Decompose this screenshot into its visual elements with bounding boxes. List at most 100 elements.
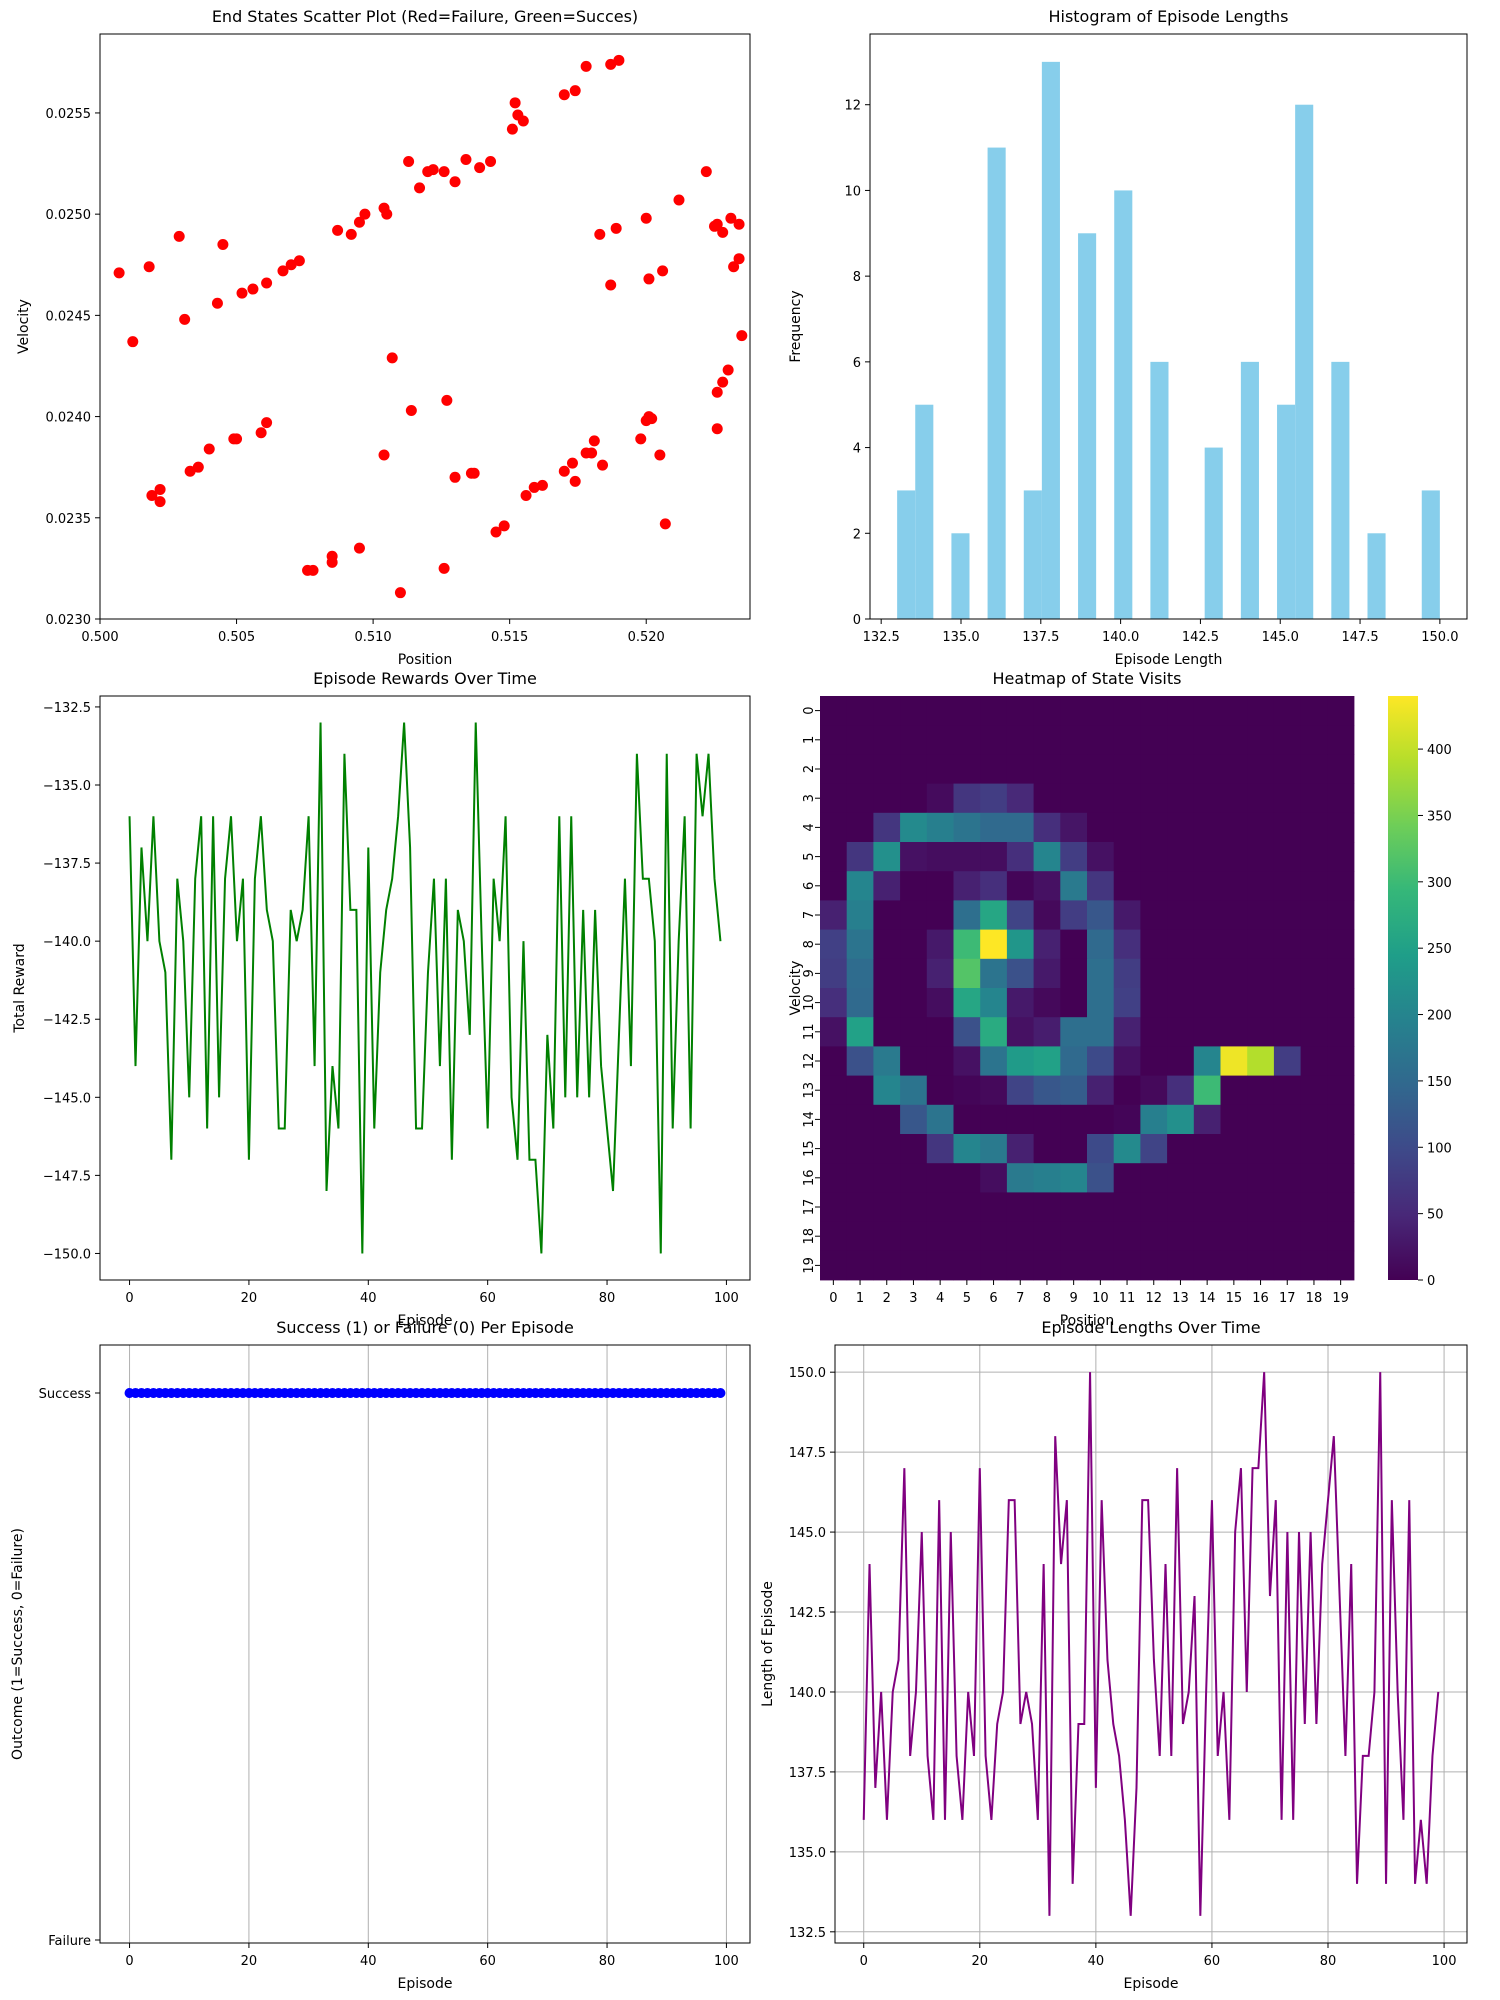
heatmap-cell (1247, 1017, 1275, 1047)
scatter-point (728, 261, 740, 273)
y-tick-label: 0.0230 (46, 613, 92, 628)
scatter-point (586, 447, 598, 459)
heatmap-cell (846, 842, 874, 872)
y-tick-label: 145.0 (789, 1526, 826, 1541)
axes-frame (99, 695, 751, 1281)
heatmap-cell (1060, 754, 1088, 784)
heatmap-cell (1113, 842, 1141, 872)
heatmap-cell (1113, 1075, 1141, 1106)
scatter-point (449, 176, 461, 188)
heatmap-cell (1060, 929, 1088, 960)
heatmap-cell (1193, 842, 1221, 872)
heatmap-cell (1140, 1134, 1168, 1164)
heatmap-cell (1220, 754, 1248, 784)
heatmap-cell (1006, 696, 1034, 726)
scatter-point (717, 226, 729, 238)
heatmap-cell (873, 1163, 901, 1193)
heatmap-cell (1060, 1104, 1088, 1135)
x-tick-label: 17 (1279, 1291, 1296, 1306)
heatmap-cell (900, 1250, 928, 1281)
heatmap-cell (1220, 725, 1248, 755)
heatmap-cell (1167, 988, 1195, 1018)
histogram-bar (951, 533, 970, 619)
heatmap-cell (1033, 1104, 1061, 1135)
heatmap-cell (980, 871, 1008, 901)
heatmap-cell (1006, 725, 1034, 755)
histogram-bar (1277, 404, 1296, 619)
scatter-point (261, 277, 273, 289)
heatmap-cell (1327, 1104, 1355, 1135)
heatmap-cell (1060, 812, 1088, 843)
x-tick-label: 147.5 (1341, 630, 1378, 645)
heatmap-cell (980, 1192, 1008, 1222)
heatmap-cell (980, 725, 1008, 755)
episode-lengths-line-chart: 0 20 40 60 80 100 132.5 135.0 137.5 140.0 142.5 145… (760, 1318, 1468, 1992)
heatmap-cell (820, 1075, 848, 1106)
heatmap-cell (1033, 842, 1061, 872)
y-tick-label: −150.0 (43, 1247, 91, 1262)
heatmap-cell (926, 1017, 954, 1047)
heatmap-cell (1273, 1192, 1301, 1222)
heatmap-cell (1060, 958, 1088, 989)
colorbar-tick-label: 0 (1427, 1274, 1435, 1289)
x-tick-label: 19 (1332, 1291, 1349, 1306)
heatmap-cell (1060, 1046, 1088, 1076)
y-tick-label: 12 (802, 1053, 817, 1070)
heatmap-cell (900, 871, 928, 901)
heatmap-cell (1273, 725, 1301, 755)
heatmap-cell (820, 1046, 848, 1076)
heatmap-cell (1087, 1163, 1115, 1193)
heatmap-cell (1220, 1104, 1248, 1135)
heatmap-cell (900, 842, 928, 872)
heatmap-cell (1300, 929, 1328, 960)
heatmap-cell (1273, 754, 1301, 784)
heatmap-cell (846, 1250, 874, 1281)
heatmap-cell (926, 1046, 954, 1076)
y-axis-label: Total Reward (12, 943, 28, 1033)
heatmap-cell (953, 783, 981, 814)
heatmap-cell (1033, 754, 1061, 784)
heatmap-cell (1327, 900, 1355, 930)
chart-title: Episode Lengths Over Time (1041, 1318, 1260, 1337)
heatmap-cell (1220, 871, 1248, 901)
heatmap-cell (1087, 696, 1115, 726)
heatmap-cell (1006, 842, 1034, 872)
chart-title: Heatmap of State Visits (993, 669, 1182, 688)
histogram-bar (1367, 533, 1386, 619)
heatmap-cell (900, 1192, 928, 1222)
heatmap-cell (980, 1250, 1008, 1281)
x-tick-label: 10 (1092, 1291, 1109, 1306)
heatmap-cell (980, 1046, 1008, 1076)
heatmap-cell (953, 842, 981, 872)
x-tick-label: 0 (125, 1954, 133, 1969)
x-tick-label: 145.0 (1262, 630, 1299, 645)
heatmap-cell (980, 988, 1008, 1018)
heatmap-cell (1167, 958, 1195, 989)
heatmap-cell (1247, 1046, 1275, 1076)
heatmap-cell (1006, 1250, 1034, 1281)
x-tick-label: 20 (241, 1291, 258, 1306)
heatmap-cell (1167, 842, 1195, 872)
heatmap-cell (1033, 725, 1061, 755)
heatmap-cell (1300, 754, 1328, 784)
heatmap-cell (926, 988, 954, 1018)
heatmap-cell (1193, 929, 1221, 960)
heatmap-cell (1087, 958, 1115, 989)
y-tick-label: 13 (802, 1082, 817, 1099)
x-tick-label: 0 (125, 1291, 133, 1306)
heatmap-cell (1327, 1134, 1355, 1164)
heatmap-cell (1193, 958, 1221, 989)
scatter-point (127, 336, 139, 348)
scatter-point (566, 457, 578, 469)
heatmap-cell (873, 725, 901, 755)
heatmap-cell (1113, 1192, 1141, 1222)
scatter-point (588, 435, 600, 447)
scatter-point (474, 162, 486, 174)
heatmap-cell (1273, 696, 1301, 726)
colorbar-tick-label: 300 (1427, 876, 1452, 891)
heatmap-cell (1220, 696, 1248, 726)
heatmap-cell (953, 1017, 981, 1047)
heatmap-cell (846, 1163, 874, 1193)
chart-title: End States Scatter Plot (Red=Failure, Gr… (212, 7, 638, 26)
